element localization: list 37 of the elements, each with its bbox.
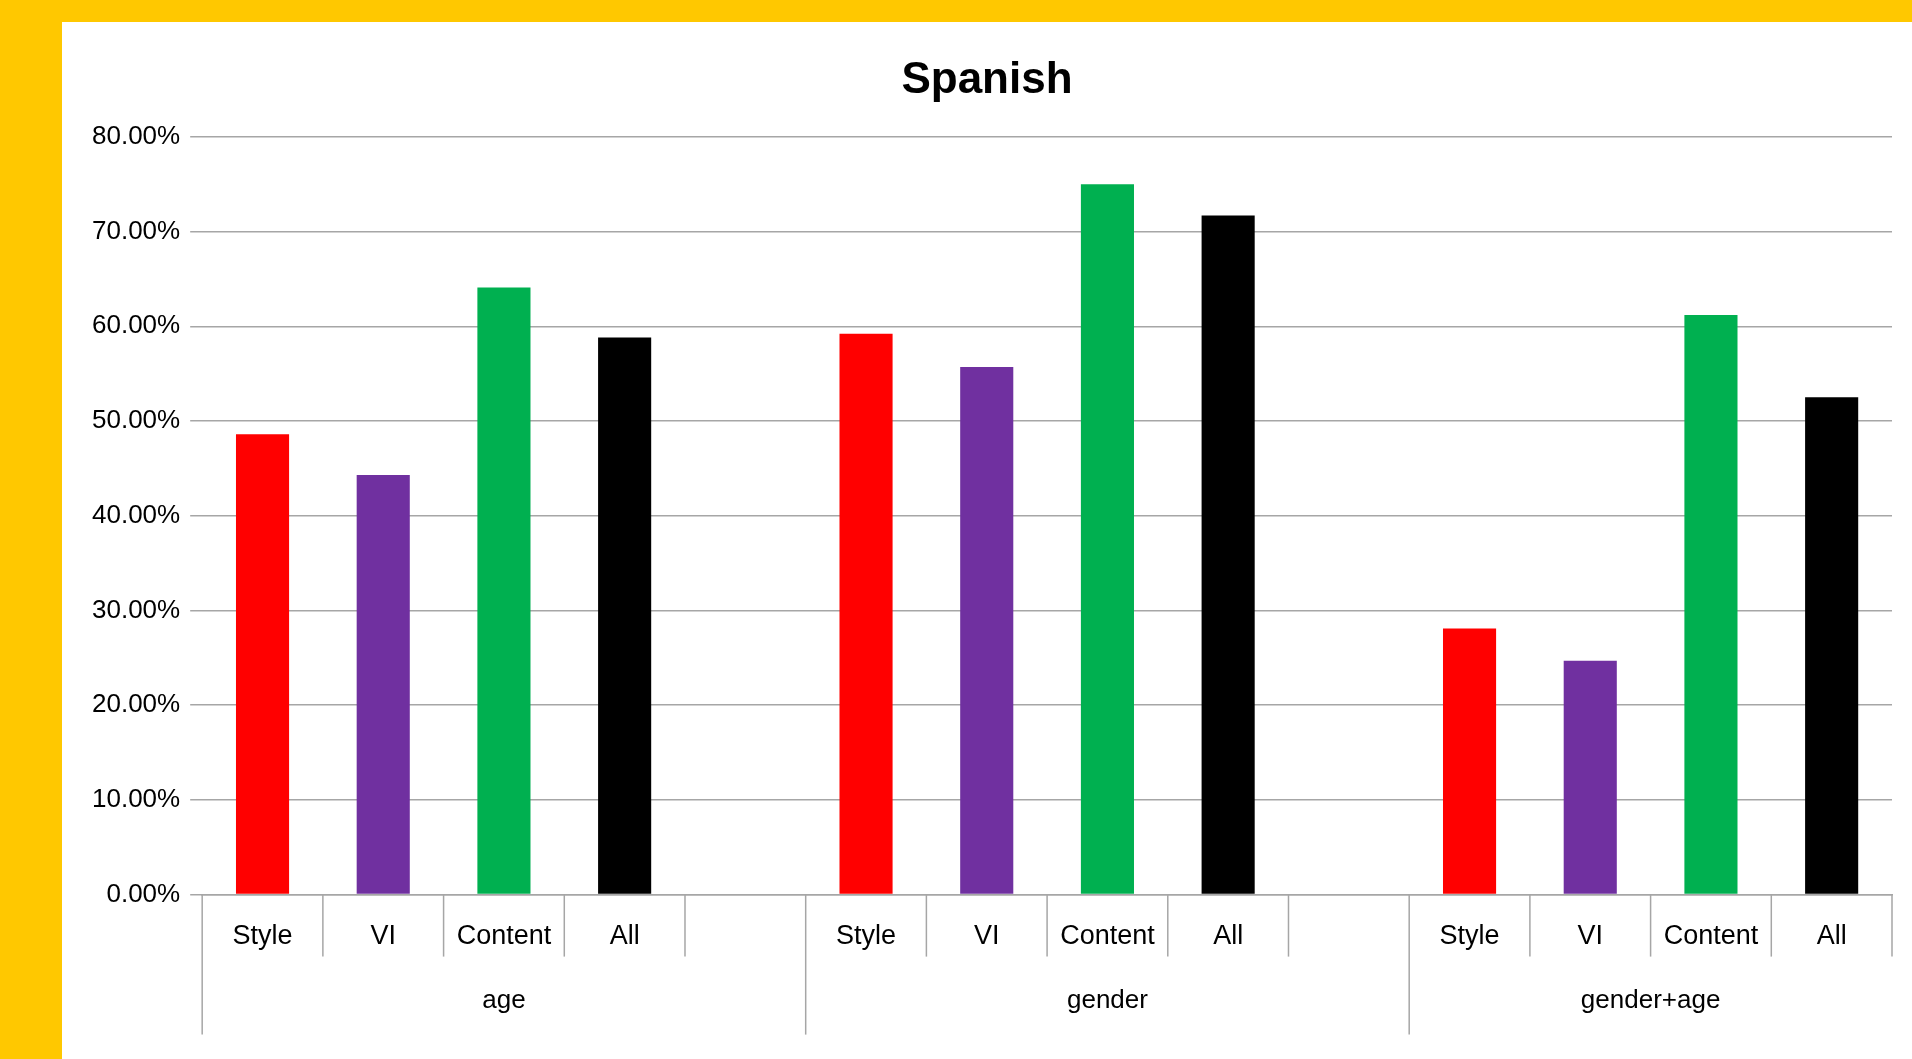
y-tick-label: 40.00%	[91, 498, 181, 529]
text: gender	[1066, 983, 1149, 1014]
x-tick-label: Content	[1060, 920, 1156, 951]
bar	[1442, 628, 1497, 894]
text: age	[482, 983, 526, 1014]
y-tick-label: 10.00%	[91, 783, 181, 814]
text: gender+age	[1580, 983, 1721, 1014]
y-tick-label: 60.00%	[91, 309, 181, 340]
bar	[1080, 184, 1134, 894]
bar	[960, 366, 1014, 894]
bar	[1563, 660, 1617, 894]
y-tick-label: 0.00%	[106, 877, 181, 908]
bar	[477, 287, 531, 894]
x-tick-label: Style	[1439, 920, 1500, 951]
x-tick-label: Content	[1663, 920, 1759, 951]
y-tick-label: 70.00%	[91, 214, 181, 245]
x-tick-label: All	[1213, 920, 1244, 951]
y-tick-label: 50.00%	[91, 404, 181, 435]
chart-title: Spanish	[901, 52, 1073, 102]
bar	[1201, 215, 1255, 894]
bar	[598, 337, 652, 894]
x-tick-label: VI	[973, 920, 1000, 951]
bar	[1805, 397, 1859, 894]
bar	[235, 434, 290, 894]
bar	[1684, 314, 1738, 894]
y-tick-label: 20.00%	[91, 688, 181, 719]
bar	[839, 333, 893, 894]
x-tick-label: All	[609, 920, 640, 951]
x-tick-label: Content	[456, 920, 552, 951]
x-tick-label: All	[1816, 920, 1847, 951]
x-tick-label: VI	[370, 920, 396, 951]
bar	[356, 474, 410, 894]
y-tick-label: 30.00%	[91, 593, 181, 624]
x-tick-label: Style	[836, 920, 897, 951]
y-tick-label: 80.00%	[91, 119, 181, 150]
x-tick-label: Style	[232, 920, 293, 951]
x-tick-label: VI	[1577, 920, 1603, 951]
